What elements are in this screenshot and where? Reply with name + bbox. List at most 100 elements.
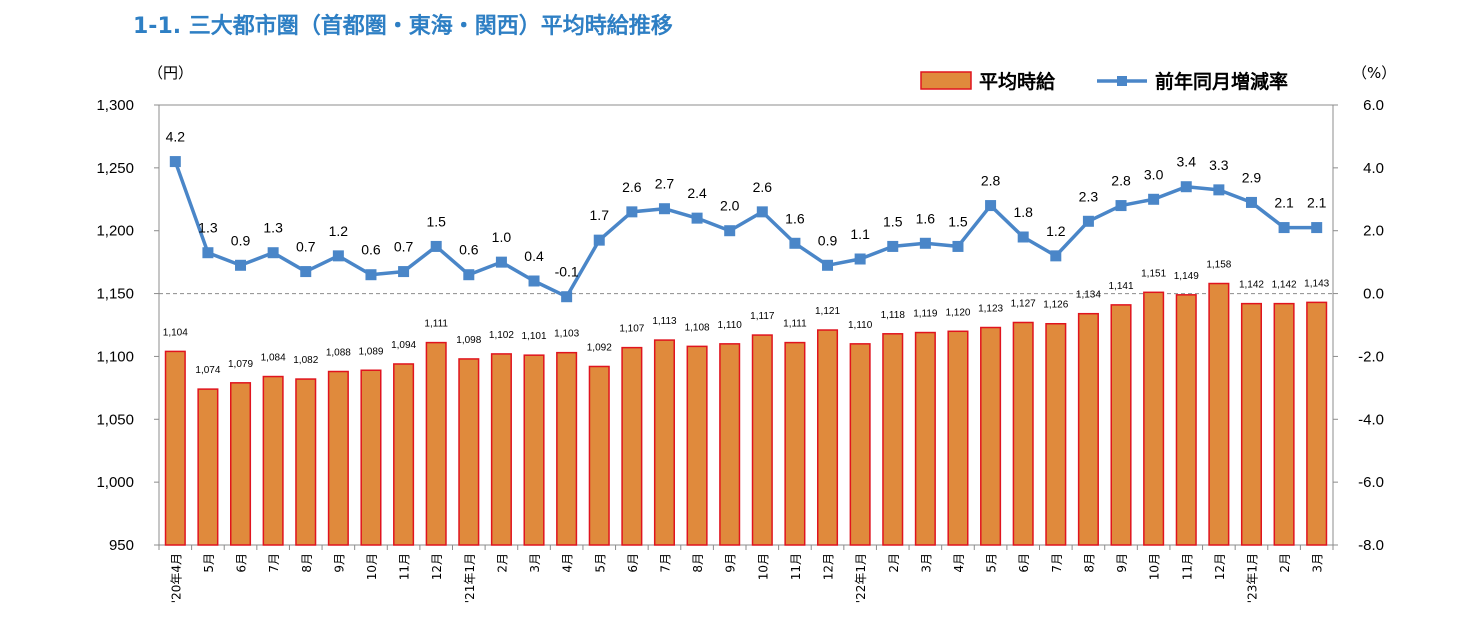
line-point [528, 275, 540, 287]
bar [327, 370, 349, 546]
line-point [854, 253, 866, 265]
line-data-label: 2.4 [687, 185, 707, 201]
bar [784, 341, 806, 546]
line-data-label: 0.7 [394, 239, 414, 255]
left-tick-label: 1,300 [96, 97, 134, 114]
right-tick-label: 0.0 [1363, 286, 1384, 303]
x-tick-label: '23年1月 [1245, 553, 1259, 603]
line-data-label: 1.2 [329, 223, 349, 239]
line-point [1278, 222, 1290, 234]
line-point [332, 250, 344, 262]
line-data-label: 1.0 [492, 229, 512, 245]
right-axis-unit: （%） [1352, 64, 1396, 82]
legend-bar-label: 平均時給 [979, 70, 1056, 93]
bar [751, 334, 773, 546]
line-point [658, 203, 670, 215]
bar [360, 369, 382, 546]
x-tick-label: 11月 [398, 553, 412, 580]
bar-data-label: 1,079 [228, 359, 253, 370]
x-tick-label: '21年1月 [463, 553, 477, 603]
x-tick-label: 6月 [235, 553, 249, 573]
right-tick-label: -2.0 [1358, 348, 1384, 365]
x-tick-label: 5月 [985, 553, 999, 573]
right-tick-label: -4.0 [1358, 411, 1384, 428]
line-point [724, 225, 736, 237]
bar [1273, 302, 1295, 546]
line-data-label: 0.9 [231, 232, 251, 248]
left-tick-label: 1,100 [96, 348, 134, 365]
right-tick-label: 2.0 [1363, 223, 1384, 240]
bar-data-label: 1,110 [848, 320, 873, 331]
bar [653, 339, 676, 546]
legend-line-marker [1117, 76, 1127, 86]
line-data-label: 3.0 [1144, 166, 1164, 182]
line-data-label: 1.5 [948, 213, 968, 229]
bar [458, 358, 480, 546]
bar-data-label: 1,094 [391, 340, 416, 351]
bar-data-label: 1,110 [718, 320, 743, 331]
bar [164, 350, 186, 546]
line-point [430, 240, 442, 252]
bar [523, 354, 545, 546]
bars-layer [164, 282, 1328, 546]
bar [1143, 291, 1165, 546]
bar-data-label: 1,118 [881, 310, 906, 321]
line-data-label: 2.8 [981, 173, 1001, 189]
bar-data-label: 1,121 [815, 306, 840, 317]
bar [229, 382, 252, 546]
bar [1012, 321, 1034, 546]
left-tick-label: 1,250 [96, 160, 134, 177]
x-tick-label: 11月 [789, 553, 803, 580]
bar-data-label: 1,111 [424, 319, 448, 330]
line-data-label: 2.7 [655, 176, 675, 192]
line-data-label: 2.0 [720, 198, 740, 214]
bar [262, 375, 284, 546]
line-point [561, 291, 573, 303]
x-tick-label: 3月 [1311, 553, 1325, 573]
bar [1306, 301, 1328, 546]
bar [947, 330, 969, 546]
line-data-label: 0.6 [459, 242, 479, 258]
line-point [789, 237, 801, 249]
left-tick-label: 1,000 [96, 474, 134, 491]
x-tick-label: 12月 [430, 553, 444, 580]
bar-data-label: 1,103 [554, 329, 579, 340]
x-tick-label: 9月 [332, 553, 346, 573]
x-tick-label: 4月 [952, 553, 966, 573]
bar [686, 345, 708, 546]
left-tick-label: 1,050 [96, 411, 134, 428]
line-data-label: 1.2 [1046, 223, 1066, 239]
bar [1077, 312, 1099, 546]
bar-data-label: 1,088 [326, 348, 351, 359]
x-tick-label: 8月 [300, 553, 314, 573]
labels-layer: 1,104 1,074 1,079 1,084 1,082 1,088 1,089 1,094… [163, 129, 1330, 377]
x-tick-label: 9月 [724, 553, 738, 573]
bar-data-label: 1,134 [1076, 290, 1101, 301]
line-point [398, 266, 410, 278]
legend: （円） （%） 平均時給 前年同月増減率 [148, 64, 1396, 93]
legend-line-label: 前年同月増減率 [1155, 70, 1288, 93]
line-point [235, 259, 247, 271]
line-point [1082, 215, 1094, 227]
bar [197, 388, 219, 546]
bar-data-label: 1,126 [1043, 300, 1068, 311]
line-point [169, 156, 181, 168]
line-point [1050, 250, 1062, 262]
bar-data-label: 1,102 [489, 330, 514, 341]
line-data-label: 1.3 [198, 220, 218, 236]
axes-layer: 950 1,000 1,050 1,100 1,150 1,200 1,250 1,300 -8… [96, 97, 1384, 603]
bar-data-label: 1,107 [619, 324, 644, 335]
line-point [952, 240, 964, 252]
bar-data-label: 1,092 [587, 342, 612, 353]
line-data-label: 2.3 [1079, 188, 1099, 204]
bar-data-label: 1,089 [358, 346, 383, 357]
right-tick-label: 6.0 [1363, 97, 1384, 114]
bar [1175, 294, 1197, 546]
line-data-label: 1.1 [850, 226, 870, 242]
x-tick-label: 3月 [528, 553, 542, 573]
bar-data-label: 1,123 [978, 304, 1003, 315]
line-point [822, 259, 834, 271]
line-data-label: 0.7 [296, 239, 316, 255]
bar [1240, 302, 1263, 546]
